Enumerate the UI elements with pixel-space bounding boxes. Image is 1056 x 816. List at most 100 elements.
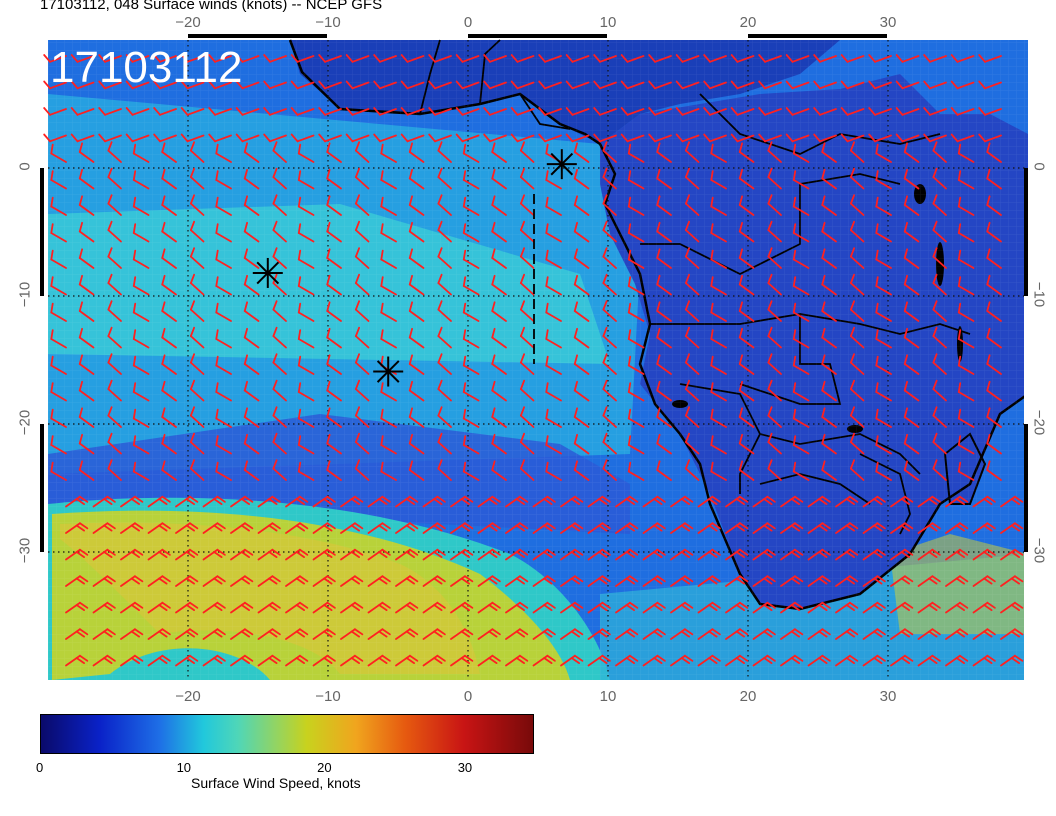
wind-barb	[642, 628, 666, 640]
wind-barb	[593, 107, 617, 116]
wind-barb	[132, 170, 150, 190]
wind-barb	[602, 353, 617, 375]
wind-barb	[272, 167, 287, 190]
wind-barb	[627, 276, 645, 296]
wind-barb	[78, 433, 95, 455]
wind-barb	[587, 628, 611, 640]
wind-barb	[945, 522, 969, 534]
wind-barb	[312, 495, 336, 508]
wind-barb	[560, 548, 584, 561]
lon-tick-bar	[468, 34, 607, 38]
wind-barb	[821, 248, 837, 269]
wind-barb	[354, 300, 370, 322]
wind-barb	[395, 575, 419, 587]
wind-barb	[50, 143, 67, 163]
wind-barb	[710, 355, 727, 375]
colorbar-tick-label: 30	[457, 760, 473, 775]
wind-barb	[738, 248, 755, 269]
wind-barb	[725, 575, 749, 587]
wind-barb	[950, 107, 975, 116]
wind-barb	[849, 141, 865, 163]
wind-barb	[297, 223, 315, 243]
wind-barb	[290, 54, 315, 63]
wind-barb	[189, 220, 205, 243]
wind-barb	[840, 107, 865, 116]
wind-barb	[161, 195, 177, 216]
wind-barb	[422, 548, 446, 561]
wind-barb	[862, 628, 886, 640]
wind-barb	[703, 107, 727, 116]
wind-barb	[730, 80, 755, 90]
wind-barb	[752, 522, 776, 534]
wind-barb	[65, 495, 89, 508]
wind-barb	[175, 522, 199, 534]
wind-barb	[78, 195, 95, 216]
wind-barb	[367, 575, 391, 587]
wind-barb	[208, 133, 232, 143]
wind-barb	[950, 133, 975, 143]
wind-barb	[428, 133, 452, 143]
wind-barb	[532, 495, 556, 508]
wind-barb	[120, 548, 144, 561]
wind-barb	[297, 461, 315, 481]
wind-barb	[285, 575, 309, 587]
wind-barb	[290, 80, 315, 90]
wind-barb	[263, 133, 287, 143]
wind-barb	[656, 301, 672, 322]
wind-barb	[752, 548, 776, 561]
wind-barb	[78, 142, 95, 163]
lon-tick-bar	[188, 34, 327, 38]
wind-barb	[354, 379, 370, 402]
wind-barb	[491, 354, 507, 375]
wind-barb	[767, 326, 782, 349]
wind-barb	[462, 382, 480, 402]
wind-barb	[752, 628, 776, 640]
wind-barb	[455, 133, 480, 143]
wind-barb	[792, 223, 810, 243]
wind-barb	[491, 221, 507, 243]
wind-barb	[538, 107, 562, 116]
wind-barb	[890, 575, 914, 587]
wind-barb	[738, 327, 755, 349]
wind-barb	[161, 142, 177, 163]
wind-barb	[532, 601, 556, 614]
wind-barb	[875, 196, 892, 216]
wind-barb	[462, 276, 480, 296]
wind-barb	[697, 654, 721, 667]
wind-barb	[340, 548, 364, 561]
wind-barb	[491, 407, 507, 428]
wind-barb	[684, 353, 700, 375]
wind-barb	[972, 575, 996, 587]
wind-barb	[587, 522, 611, 534]
wind-barb	[545, 408, 562, 428]
lat-tick-label-right: −30	[1030, 537, 1048, 564]
wind-barb	[297, 249, 315, 269]
wind-barb	[917, 548, 941, 561]
colorbar-tick-label: 20	[317, 760, 332, 775]
wind-barb	[380, 276, 397, 296]
wind-barb	[189, 326, 205, 349]
wind-barb	[986, 274, 1002, 296]
wind-barb	[477, 628, 501, 640]
wind-barb	[297, 408, 315, 428]
wind-barb	[437, 167, 452, 190]
wind-barb	[340, 628, 364, 640]
wind-barb	[215, 435, 232, 455]
wind-barb	[710, 329, 727, 349]
wind-barb	[862, 495, 886, 508]
wind-barb	[615, 601, 639, 614]
wind-barb	[532, 628, 556, 640]
wind-barb	[978, 80, 1002, 90]
wind-barb	[560, 628, 584, 640]
wind-barb	[455, 54, 480, 63]
wind-barb	[153, 80, 177, 90]
wind-barb	[730, 54, 755, 63]
wind-barb	[627, 435, 645, 455]
wind-barb	[462, 196, 480, 216]
wind-barb	[593, 133, 617, 143]
wind-barb	[380, 382, 397, 402]
wind-barb	[326, 195, 342, 216]
wind-barb	[932, 247, 947, 269]
wind-barb	[380, 329, 397, 349]
wind-barb	[932, 273, 947, 296]
